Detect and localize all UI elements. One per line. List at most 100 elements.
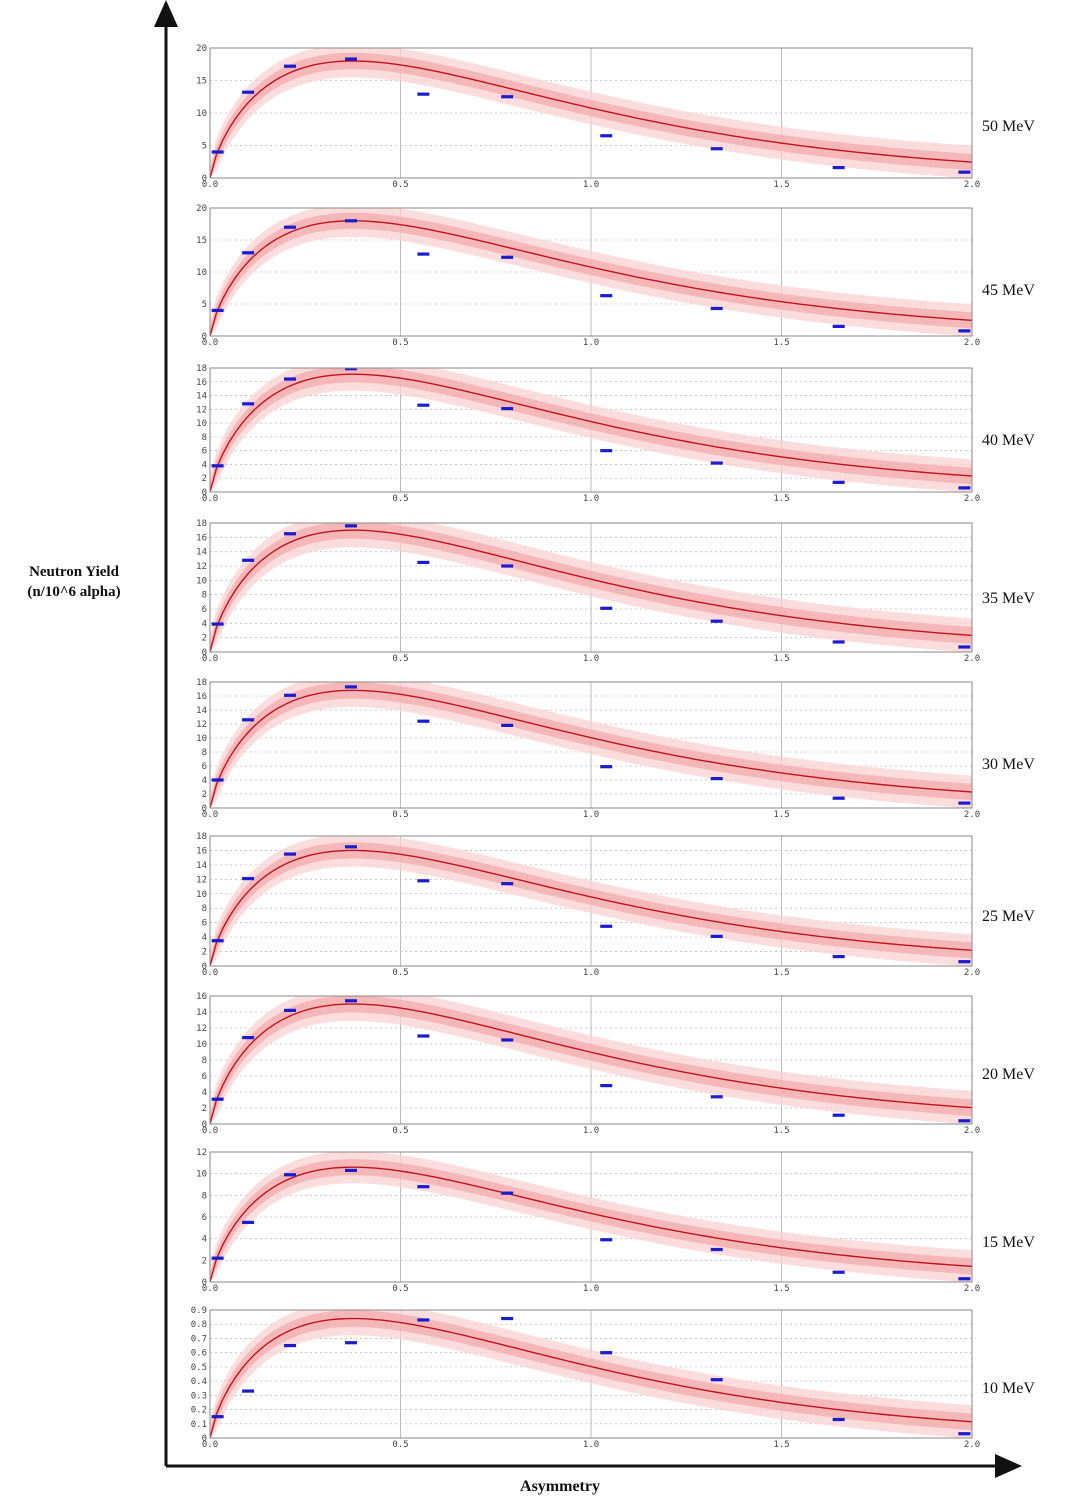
- data-point: [284, 1173, 297, 1177]
- data-point: [344, 1168, 357, 1173]
- fit-group: [210, 208, 972, 336]
- x-tick-label: 0.5: [392, 494, 408, 504]
- plot-frame: [209, 681, 973, 809]
- y-tick-label: 0: [202, 648, 207, 658]
- data-point: [284, 693, 297, 697]
- uncertainty-band-inner: [210, 996, 972, 1124]
- data-point: [958, 1119, 971, 1123]
- y-tick-label: 0.8: [191, 1320, 207, 1330]
- y-tick-label: 2: [202, 474, 207, 484]
- x-tick-label: 1.0: [583, 1440, 599, 1450]
- data-point: [832, 796, 845, 800]
- data-point: [211, 1097, 224, 1101]
- x-tick-label: 2.0: [964, 494, 980, 504]
- data-point: [958, 801, 971, 805]
- y-axis-label-line2: (n/10^6 alpha): [27, 584, 121, 600]
- uncertainty-band-inner: [210, 212, 972, 336]
- data-point: [211, 622, 224, 626]
- data-point: [832, 640, 845, 644]
- y-tick-label: 14: [196, 706, 207, 716]
- data-point: [211, 1256, 224, 1260]
- data-point: [832, 1270, 845, 1274]
- uncertainty-band-inner: [210, 368, 972, 492]
- y-tick-label: 18: [196, 832, 207, 842]
- data-point: [832, 1113, 845, 1117]
- y-tick-label: 20: [196, 44, 207, 54]
- y-tick-label: 18: [196, 364, 207, 374]
- x-tick-label: 1.5: [773, 494, 789, 504]
- y-tick-label: 4: [202, 1235, 207, 1245]
- y-tick-label: 4: [202, 933, 207, 943]
- panel-2: 0 5 10 15 20 0.0 0.5 1.0 1.5 2.0: [196, 204, 980, 348]
- y-tick-label: 12: [196, 720, 207, 730]
- y-tick-label: 0.4: [191, 1377, 207, 1387]
- fit-group: [210, 996, 972, 1124]
- fit-group: [210, 523, 972, 652]
- y-tick-label: 2: [202, 790, 207, 800]
- plot-frame: [209, 367, 973, 493]
- data-point: [710, 619, 723, 623]
- data-point: [710, 934, 723, 938]
- x-tick-label: 0.5: [392, 968, 408, 978]
- data-point: [600, 1351, 613, 1355]
- x-tick-label: 0.5: [392, 1126, 408, 1136]
- y-tick-label: 6: [202, 1213, 207, 1223]
- y-tick-label: 4: [202, 776, 207, 786]
- y-tick-label: 0: [202, 1120, 207, 1130]
- data-point: [344, 368, 357, 371]
- data-point: [600, 765, 613, 769]
- panel-6: 0 2 4 6 8 10 12 14 16 18 0.0 0.5 1.0 1.5 2.0: [196, 832, 980, 978]
- x-tick-label: 0.0: [202, 654, 218, 664]
- data-point: [710, 147, 723, 151]
- fit-line: [210, 220, 972, 336]
- data-point: [417, 1185, 430, 1189]
- data-point: [501, 1038, 514, 1042]
- y-tick-label: 14: [196, 1008, 207, 1018]
- data-point: [211, 150, 224, 154]
- y-tick-label: 0.6: [191, 1349, 207, 1359]
- y-tick-label: 18: [196, 678, 207, 688]
- y-tick-label: 2: [202, 1256, 207, 1266]
- panel-1: 0 5 10 15 20 0.0 0.5 1.0 1.5 2.0: [196, 44, 980, 190]
- x-tick-label: 0.0: [202, 338, 218, 348]
- x-tick-label: 2.0: [964, 810, 980, 820]
- fit-line: [210, 1166, 972, 1282]
- data-point: [417, 1318, 430, 1322]
- energy-label: 25 MeV: [982, 908, 1035, 925]
- data-point: [344, 57, 357, 61]
- y-tick-label: 6: [202, 605, 207, 615]
- x-tick-label: 1.0: [583, 968, 599, 978]
- plot-frame: [209, 835, 973, 967]
- x-tick-label: 1.0: [583, 1284, 599, 1294]
- y-tick-label: 12: [196, 1148, 207, 1158]
- data-point: [832, 480, 845, 484]
- fit-line: [210, 1003, 972, 1124]
- fit-group: [210, 836, 972, 966]
- data-point: [958, 486, 971, 490]
- fit-line: [210, 849, 972, 966]
- y-tick-label: 10: [196, 576, 207, 586]
- data-point: [242, 558, 255, 562]
- data-point: [211, 1415, 224, 1419]
- y-tick-label: 8: [202, 1191, 207, 1201]
- data-point: [600, 1238, 613, 1242]
- y-tick-label: 0: [202, 804, 207, 814]
- y-tick-label: 4: [202, 1088, 207, 1098]
- data-point: [417, 252, 430, 256]
- y-tick-label: 2: [202, 1104, 207, 1114]
- energy-label: 35 MeV: [982, 590, 1035, 607]
- y-tick-label: 12: [196, 1024, 207, 1034]
- data-point: [242, 718, 255, 722]
- y-tick-label: 12: [196, 405, 207, 415]
- data-point: [284, 64, 297, 68]
- x-tick-label: 1.0: [583, 338, 599, 348]
- y-tick-label: 0.2: [191, 1406, 207, 1416]
- plot-frame: [209, 47, 973, 179]
- data-point: [832, 1417, 845, 1422]
- data-point: [501, 95, 514, 99]
- uncertainty-band-inner: [210, 52, 972, 178]
- y-tick-label: 0.3: [191, 1391, 207, 1401]
- x-tick-label: 1.0: [583, 654, 599, 664]
